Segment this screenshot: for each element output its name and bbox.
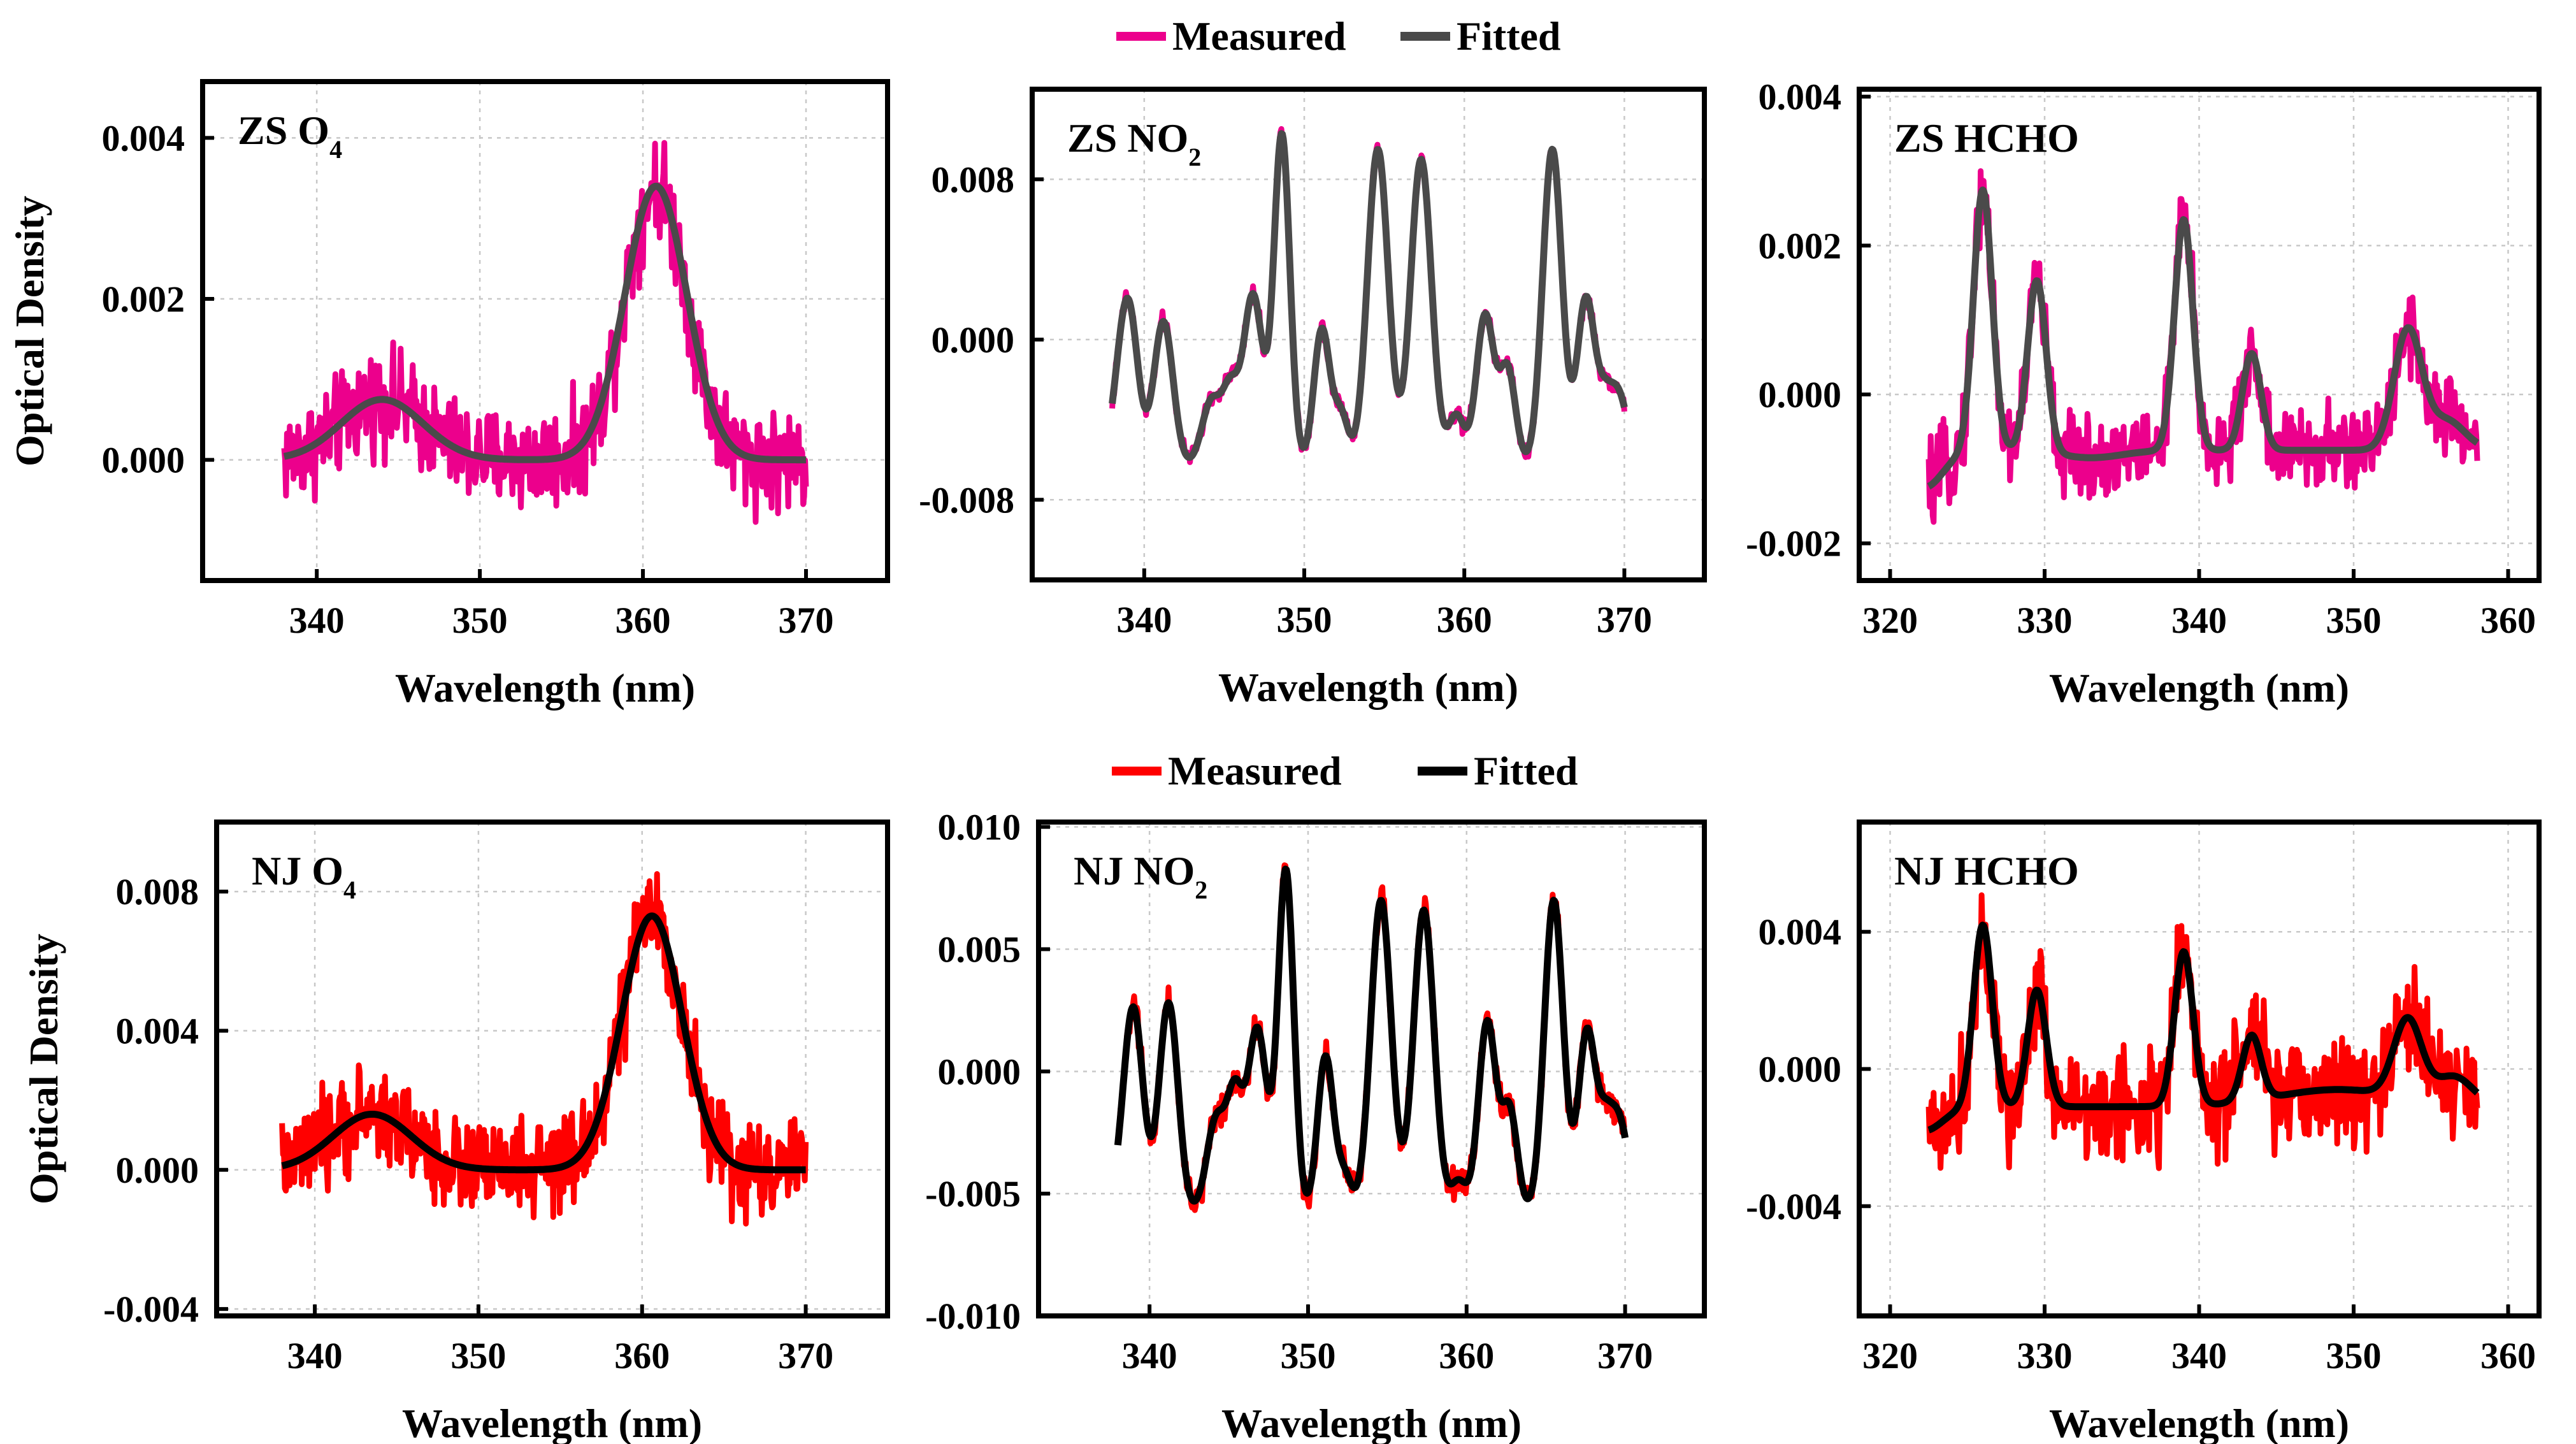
fitted-series-line: [1926, 921, 2480, 1134]
y-tick-label: 0.008: [932, 159, 1015, 200]
x-tick-label: 360: [2480, 600, 2536, 641]
x-tick-label: 340: [1116, 599, 1172, 640]
measured-series-line: [1925, 892, 2480, 1171]
y-tick-label: 0.010: [938, 807, 1021, 848]
x-axis-title: Wavelength (nm): [402, 1401, 702, 1444]
panel-label-subscript: 4: [343, 876, 356, 904]
panel-label-main: NJ HCHO: [1894, 848, 2079, 893]
legend-bottom-measured-label: Measured: [1168, 748, 1342, 793]
panel-label: ZS NO2: [1067, 115, 1201, 171]
fitted-series-line: [1109, 130, 1628, 461]
x-tick-label: 340: [2171, 1335, 2227, 1376]
x-tick-label: 370: [778, 1335, 833, 1376]
panel-label-main: ZS HCHO: [1894, 115, 2079, 161]
x-tick-label: 370: [1597, 599, 1652, 640]
plot-frame: [1030, 87, 1707, 582]
x-tick-label: 360: [615, 600, 671, 641]
measured-series-line: [1925, 168, 2480, 525]
y-tick-label: 0.004: [116, 1010, 199, 1051]
panel-label-main: NJ O: [252, 848, 343, 893]
panel-label-main: ZS O: [238, 108, 329, 153]
y-tick-label: 0.005: [938, 929, 1021, 971]
panel-label: NJ NO2: [1074, 848, 1207, 904]
x-tick-label: 350: [1277, 599, 1332, 640]
y-tick-label: 0.002: [102, 278, 185, 320]
plot-frame: [1036, 819, 1707, 1318]
chart-zs-o4: 340 350 360 370 0.000 0.002 0.004 Wavelength (n…: [7, 79, 890, 711]
y-tick-label: -0.010: [925, 1296, 1021, 1337]
y-tick-label: 0.002: [1759, 225, 1842, 266]
y-tick-label: 0.000: [1759, 1049, 1842, 1090]
panel-label-subscript: 4: [329, 135, 342, 164]
plot-frame: [200, 79, 890, 583]
panel-label: ZS O4: [238, 108, 342, 164]
x-axis-title: Wavelength (nm): [1218, 665, 1518, 710]
y-axis-title: Optical Density: [7, 196, 52, 466]
legend-top: Measured Fitted: [1116, 13, 1561, 59]
chart-nj-hcho: 320 330 340 350 360 -0.004 0.000 0.004 Wavelengt…: [1746, 819, 2542, 1444]
y-tick-label: -0.004: [1746, 1186, 1841, 1227]
chart-zs-no2: 340 350 360 370 -0.008 0.000 0.008 Wavelength (…: [919, 87, 1707, 710]
x-tick-label: 350: [2326, 1335, 2382, 1376]
panel-label: ZS HCHO: [1894, 115, 2079, 161]
y-tick-label: 0.000: [116, 1150, 199, 1191]
panel-label-main: NJ NO: [1074, 848, 1195, 893]
chart-nj-o4: 340 350 360 370 -0.004 0.000 0.004 0.008 Wavelen…: [21, 819, 890, 1444]
x-axis-title: Wavelength (nm): [395, 665, 695, 711]
fitted-series-line: [1114, 865, 1629, 1205]
y-tick-label: -0.002: [1746, 523, 1841, 565]
x-tick-label: 340: [287, 1335, 343, 1376]
x-tick-label: 350: [2326, 600, 2382, 641]
panel-label: NJ O4: [252, 848, 356, 904]
x-tick-label: 360: [614, 1335, 670, 1376]
y-tick-label: 0.000: [1759, 374, 1842, 415]
legend-bottom-fitted-label: Fitted: [1474, 748, 1578, 793]
y-tick-label: 0.000: [938, 1051, 1021, 1092]
y-tick-label: -0.008: [919, 479, 1014, 521]
y-axis-title: Optical Density: [21, 934, 66, 1204]
x-tick-label: 330: [2017, 1335, 2073, 1376]
x-axis-title: Wavelength (nm): [1221, 1401, 1522, 1444]
y-tick-label: 0.008: [116, 871, 199, 913]
panel-label-main: ZS NO: [1067, 115, 1188, 161]
x-tick-label: 340: [289, 600, 345, 641]
legend-top-measured-label: Measured: [1172, 13, 1346, 59]
x-tick-label: 360: [1437, 599, 1492, 640]
chart-nj-no2: 340 350 360 370 -0.010 -0.005 0.000 0.005 0.010 W…: [925, 807, 1707, 1444]
y-tick-label: 0.000: [932, 319, 1015, 361]
x-tick-label: 320: [1862, 1335, 1918, 1376]
panel-label-subscript: 2: [1188, 143, 1201, 171]
x-axis-title: Wavelength (nm): [2049, 665, 2349, 711]
panel-label: NJ HCHO: [1894, 848, 2079, 893]
x-tick-label: 340: [1122, 1335, 1177, 1376]
x-tick-label: 370: [779, 600, 834, 641]
fitted-series-line: [1926, 186, 2480, 490]
x-tick-label: 340: [2171, 600, 2227, 641]
y-tick-label: 0.004: [1759, 76, 1842, 118]
legend-top-fitted-label: Fitted: [1457, 13, 1561, 59]
x-tick-label: 360: [2480, 1335, 2536, 1376]
x-tick-label: 370: [1597, 1335, 1653, 1376]
x-tick-label: 350: [452, 600, 508, 641]
x-tick-label: 350: [1280, 1335, 1335, 1376]
x-tick-label: 330: [2017, 600, 2073, 641]
legend-bottom: Measured Fitted: [1112, 748, 1578, 793]
y-tick-label: 0.004: [102, 117, 185, 159]
fitted-series-line: [279, 912, 809, 1174]
y-tick-label: 0.004: [1759, 911, 1842, 953]
measured-series-line: [281, 140, 809, 525]
y-tick-label: 0.000: [102, 440, 185, 481]
y-tick-label: -0.004: [103, 1289, 199, 1330]
x-tick-label: 320: [1862, 600, 1918, 641]
plot-frame: [214, 819, 890, 1318]
chart-zs-hcho: 320 330 340 350 360 -0.002 0.000 0.002 0.004 Wave…: [1746, 76, 2542, 711]
panel-label-subscript: 2: [1195, 876, 1207, 904]
x-axis-title: Wavelength (nm): [2049, 1401, 2349, 1444]
fitted-series-line: [281, 182, 809, 464]
y-tick-label: -0.005: [925, 1173, 1021, 1215]
x-tick-label: 360: [1439, 1335, 1494, 1376]
x-tick-label: 350: [450, 1335, 506, 1376]
